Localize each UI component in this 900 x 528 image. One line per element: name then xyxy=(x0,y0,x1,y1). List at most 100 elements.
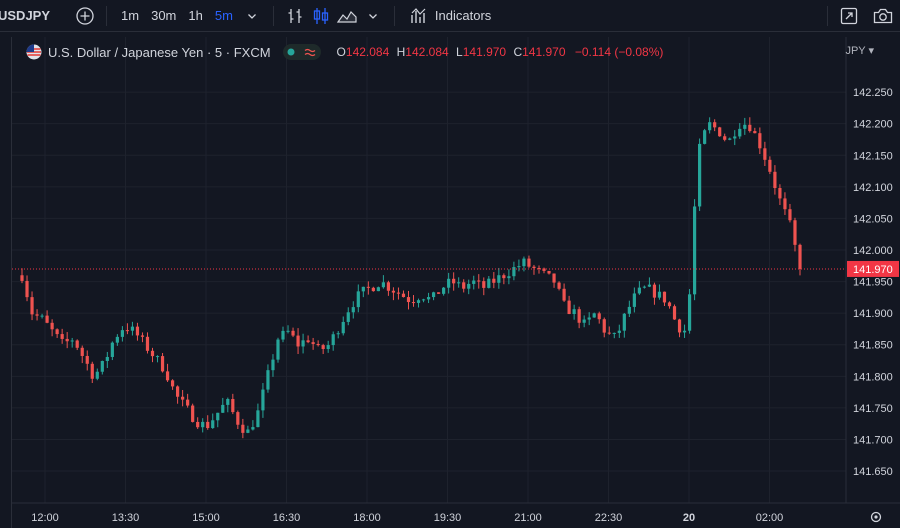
time-tick-label: 19:30 xyxy=(434,512,462,524)
price-tick-label: 141.950 xyxy=(853,277,893,289)
candle-body xyxy=(793,220,797,245)
indicators-icon xyxy=(411,7,426,23)
candle-body xyxy=(457,282,461,284)
candle-body xyxy=(356,291,360,308)
candle-body xyxy=(421,299,426,301)
candle-body xyxy=(703,130,707,144)
candle-body xyxy=(256,410,260,428)
price-tick-label: 142.200 xyxy=(853,119,893,131)
candle-body xyxy=(753,131,757,134)
candle-body xyxy=(517,266,521,268)
price-tick-label: 141.850 xyxy=(853,340,893,352)
chart-title: U.S. Dollar / Japanese Yen · 5 · FXCM xyxy=(48,44,271,60)
time-axis: 12:00 13:30 15:00 16:30 18:00 19:30 21:00 22:30… xyxy=(31,511,882,524)
candle-body xyxy=(80,347,84,356)
interval-dropdown-chevron-icon[interactable] xyxy=(239,3,265,29)
interval-5m-button[interactable]: 5m xyxy=(214,8,233,23)
price-tick-label: 141.650 xyxy=(853,466,893,478)
candle-body xyxy=(763,148,767,160)
candle-body xyxy=(251,427,255,430)
candle-body xyxy=(672,306,677,320)
candle-body xyxy=(472,280,476,284)
chart-type-chevron-icon[interactable] xyxy=(360,3,386,29)
close-key: C xyxy=(513,45,523,59)
candle-body xyxy=(25,280,29,298)
candle-body xyxy=(40,315,44,317)
candle-body xyxy=(406,297,411,303)
candle-body xyxy=(582,319,586,323)
bar-chart-style-icon[interactable] xyxy=(282,3,308,29)
wave-icon xyxy=(304,48,316,57)
candle-body xyxy=(221,404,225,413)
candle-body xyxy=(442,287,446,294)
time-tick-label: 02:00 xyxy=(756,512,784,524)
candle-body xyxy=(612,332,616,334)
candle-body xyxy=(236,412,240,425)
candle-body xyxy=(692,206,697,295)
interval-30m-button[interactable]: 30m xyxy=(151,8,177,23)
candle-body xyxy=(452,278,456,284)
candle-body xyxy=(527,258,531,267)
interval-1h-button[interactable]: 1h xyxy=(188,8,203,23)
candle-body xyxy=(416,300,421,303)
candle-body xyxy=(145,336,150,351)
camera-snapshot-icon[interactable] xyxy=(870,3,896,29)
candle-body xyxy=(687,294,692,331)
price-tick-label: 142.050 xyxy=(853,213,893,225)
drawing-tools-sidebar[interactable] xyxy=(0,37,12,528)
candle-body xyxy=(798,244,802,269)
candle-body xyxy=(667,302,672,307)
candle-body xyxy=(211,420,215,429)
candle-chart-style-icon[interactable] xyxy=(308,3,334,29)
compare-add-icon[interactable] xyxy=(72,3,98,29)
area-chart-style-icon[interactable] xyxy=(334,3,360,29)
candle-body xyxy=(467,283,471,289)
candle-body xyxy=(306,340,310,343)
candle-body xyxy=(155,356,160,358)
candle-body xyxy=(477,280,481,282)
candle-body xyxy=(191,405,195,422)
candle-body xyxy=(351,307,355,313)
toolbar-divider xyxy=(393,5,395,26)
candle-body xyxy=(60,334,64,339)
candle-body xyxy=(326,345,330,350)
price-axis: 142.250 142.200 142.150 142.100 142.050 142.0… xyxy=(847,87,899,478)
settings-gear-icon xyxy=(870,511,882,523)
candle-body xyxy=(226,398,230,405)
publish-idea-icon[interactable] xyxy=(836,3,862,29)
candle-body xyxy=(632,293,636,307)
candle-body xyxy=(376,287,380,292)
candle-body xyxy=(130,326,135,331)
symbol-search-button[interactable]: USDJPY xyxy=(0,8,51,23)
market-open-dot-icon xyxy=(287,48,295,56)
price-tick-label: 141.800 xyxy=(853,371,893,383)
chart-legend: U.S. Dollar / Japanese Yen · 5 · FXCM O 1… xyxy=(26,42,667,62)
candle-body xyxy=(95,371,99,379)
candle-body xyxy=(341,321,345,334)
time-tick-label: 21:00 xyxy=(514,512,542,524)
interval-1m-button[interactable]: 1m xyxy=(121,8,140,23)
last-price-label-bg xyxy=(847,260,899,277)
toolbar-divider xyxy=(106,5,108,26)
open-key: O xyxy=(336,45,346,59)
low-value: 141.970 xyxy=(462,45,507,59)
candle-body xyxy=(743,124,747,129)
candle-body xyxy=(492,278,496,283)
indicators-button[interactable]: Indicators xyxy=(403,6,497,26)
candle-body xyxy=(386,282,391,291)
currency-selector[interactable]: JPY ▾ xyxy=(845,45,874,57)
candle-body xyxy=(115,336,119,343)
market-status-badge[interactable] xyxy=(282,44,321,60)
price-tick-label: 141.900 xyxy=(853,308,893,320)
time-tick-label: 16:30 xyxy=(273,512,301,524)
candle-body xyxy=(542,268,546,271)
candle-body xyxy=(487,278,491,288)
candle-body xyxy=(773,171,777,189)
candle-body xyxy=(20,275,24,281)
candle-body xyxy=(391,290,396,293)
candle-body xyxy=(733,136,737,139)
candle-body xyxy=(45,315,49,323)
candle-body xyxy=(788,209,792,221)
candle-body xyxy=(723,136,727,140)
